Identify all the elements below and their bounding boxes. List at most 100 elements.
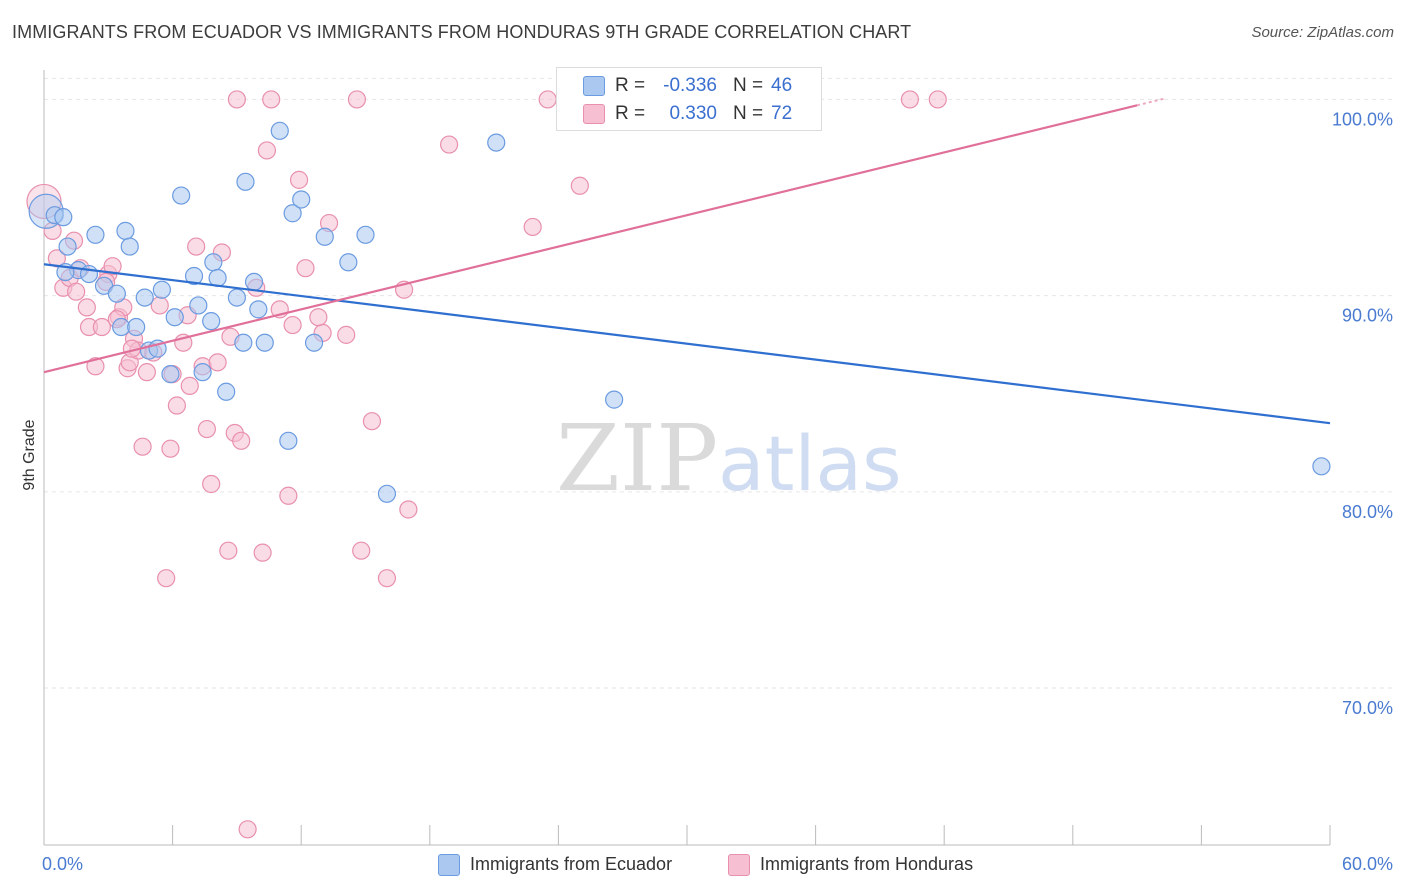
ecuador-point [283,204,302,223]
honduras-point [570,176,589,195]
honduras-point [103,257,122,276]
ecuador-point [116,221,135,240]
ecuador-point [1312,457,1331,476]
stats-legend: R = -0.336 N = 46 R = 0.330 N = 72 [556,67,822,131]
tick-labels: 70.0% 80.0% 90.0% 100.0% 0.0% 60.0% [42,109,1393,874]
ecuador-swatch [583,76,605,96]
honduras-point [262,90,281,109]
ecuador-point [315,227,334,246]
honduras-trend-extension [1136,97,1166,107]
ecuador-point [487,133,506,152]
y-axis-title: 9th Grade [21,419,38,490]
honduras-point [167,396,186,415]
honduras-point [187,237,206,256]
stats-row-ecuador: R = -0.336 N = 46 [557,72,821,100]
ecuador-point [304,333,324,352]
ecuador-trend-line [43,263,1331,425]
honduras-point [928,90,947,109]
honduras-point [377,569,397,588]
honduras-point [133,437,152,456]
honduras-point [279,486,298,505]
honduras-point [67,282,86,301]
honduras-point [253,543,272,562]
honduras-point [202,474,221,494]
honduras-point [86,357,105,376]
ecuador-point [377,484,397,503]
ecuador-point [249,300,268,319]
ecuador-point [202,312,221,331]
ecuador-point [292,190,311,209]
honduras-point [137,363,156,382]
honduras-point [399,500,418,519]
honduras-point [150,296,169,315]
legend-label-ecuador: Immigrants from Ecuador [470,854,673,874]
r-label: R = [615,75,646,96]
ecuador-point [270,121,289,140]
honduras-point [257,141,277,160]
honduras-point [157,569,176,588]
honduras-point [77,298,96,317]
watermark-atlas: atlas [718,419,902,508]
n-value-honduras: 72 [771,103,793,124]
ecuador-point [204,253,223,272]
honduras-point [439,135,459,154]
honduras-point [197,419,216,439]
legend-label-honduras: Immigrants from Honduras [760,854,974,874]
ecuador-point [236,172,255,191]
r-value-honduras: 0.330 [669,103,717,124]
gridlines [44,77,1394,689]
watermark-zip: ZIP [556,405,718,512]
honduras-point [283,315,302,335]
ecuador-point [189,296,208,315]
y-tick-label: 70.0% [1342,698,1393,718]
honduras-point [337,325,356,344]
honduras-trend-line [43,104,1138,374]
ecuador-point [120,237,139,256]
honduras-point [523,217,542,237]
honduras-point [352,541,371,560]
x-tick-label: 60.0% [1342,854,1393,874]
ecuador-point [86,225,105,244]
honduras-point [227,90,246,109]
ecuador-point [135,288,154,307]
trend-lines [43,97,1331,425]
ecuador-point [107,284,126,303]
honduras-point [900,90,920,109]
series-legend: Immigrants from Ecuador Immigrants from … [0,852,1406,878]
ecuador-point [165,308,184,327]
n-label: N = [733,103,764,124]
honduras-swatch [583,104,605,124]
ecuador-point [127,317,146,337]
honduras-point [289,170,309,189]
r-value-ecuador: -0.336 [663,75,717,96]
honduras-point [538,90,557,109]
ecuador-point [244,272,264,291]
x-tick-label: 0.0% [42,854,83,874]
ecuador-point [234,333,253,352]
honduras-point [92,317,111,337]
honduras-legend-swatch [728,854,750,876]
ecuador-point [255,333,274,352]
honduras-point [208,353,227,372]
ecuador-point [227,288,246,307]
y-tick-label: 90.0% [1342,306,1393,326]
axes [43,70,1331,846]
ecuador-point [184,266,204,286]
source-label: Source: ZipAtlas.com [1251,24,1394,41]
ecuador-point [161,365,180,384]
ecuador-point [172,186,191,205]
n-value-ecuador: 46 [771,75,793,96]
r-label: R = [615,103,646,124]
y-tick-label: 100.0% [1332,109,1393,129]
honduras-point [161,439,180,458]
ecuador-point [193,363,212,382]
stats-row-honduras: R = 0.330 N = 72 [557,100,821,128]
honduras-point [347,90,367,109]
chart-title: IMMIGRANTS FROM ECUADOR VS IMMIGRANTS FR… [12,22,912,42]
honduras-point [362,412,382,431]
ecuador-point [279,431,298,450]
honduras-point [238,820,257,839]
ecuador-point [58,237,77,256]
honduras-point [232,431,251,450]
